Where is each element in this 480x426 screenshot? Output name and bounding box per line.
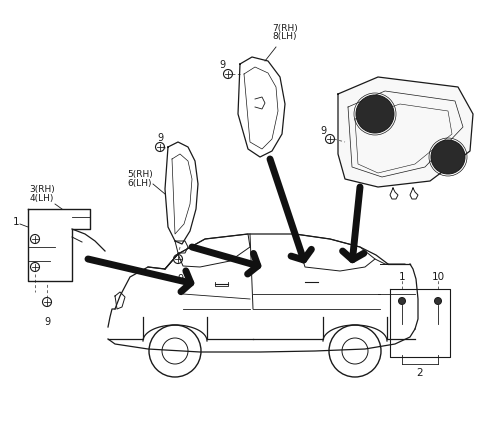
Text: 6(LH): 6(LH): [128, 179, 152, 188]
Text: 9: 9: [44, 316, 50, 326]
Text: 7(RH): 7(RH): [272, 23, 298, 32]
Text: 5(RH): 5(RH): [127, 170, 153, 179]
Text: 9: 9: [320, 126, 326, 136]
Circle shape: [434, 298, 442, 305]
Circle shape: [398, 298, 406, 305]
Text: 1: 1: [12, 216, 19, 227]
Text: 9: 9: [157, 132, 163, 143]
Text: 4(LH): 4(LH): [30, 194, 54, 203]
Text: 3(RH): 3(RH): [29, 185, 55, 194]
Polygon shape: [338, 78, 473, 187]
Text: 2: 2: [417, 367, 423, 377]
Text: 10: 10: [432, 271, 444, 281]
Text: 1: 1: [399, 271, 405, 281]
Text: 9: 9: [219, 60, 225, 70]
Circle shape: [431, 141, 465, 175]
Text: 9: 9: [177, 273, 183, 283]
Circle shape: [356, 96, 394, 134]
Text: 8(LH): 8(LH): [273, 32, 297, 41]
